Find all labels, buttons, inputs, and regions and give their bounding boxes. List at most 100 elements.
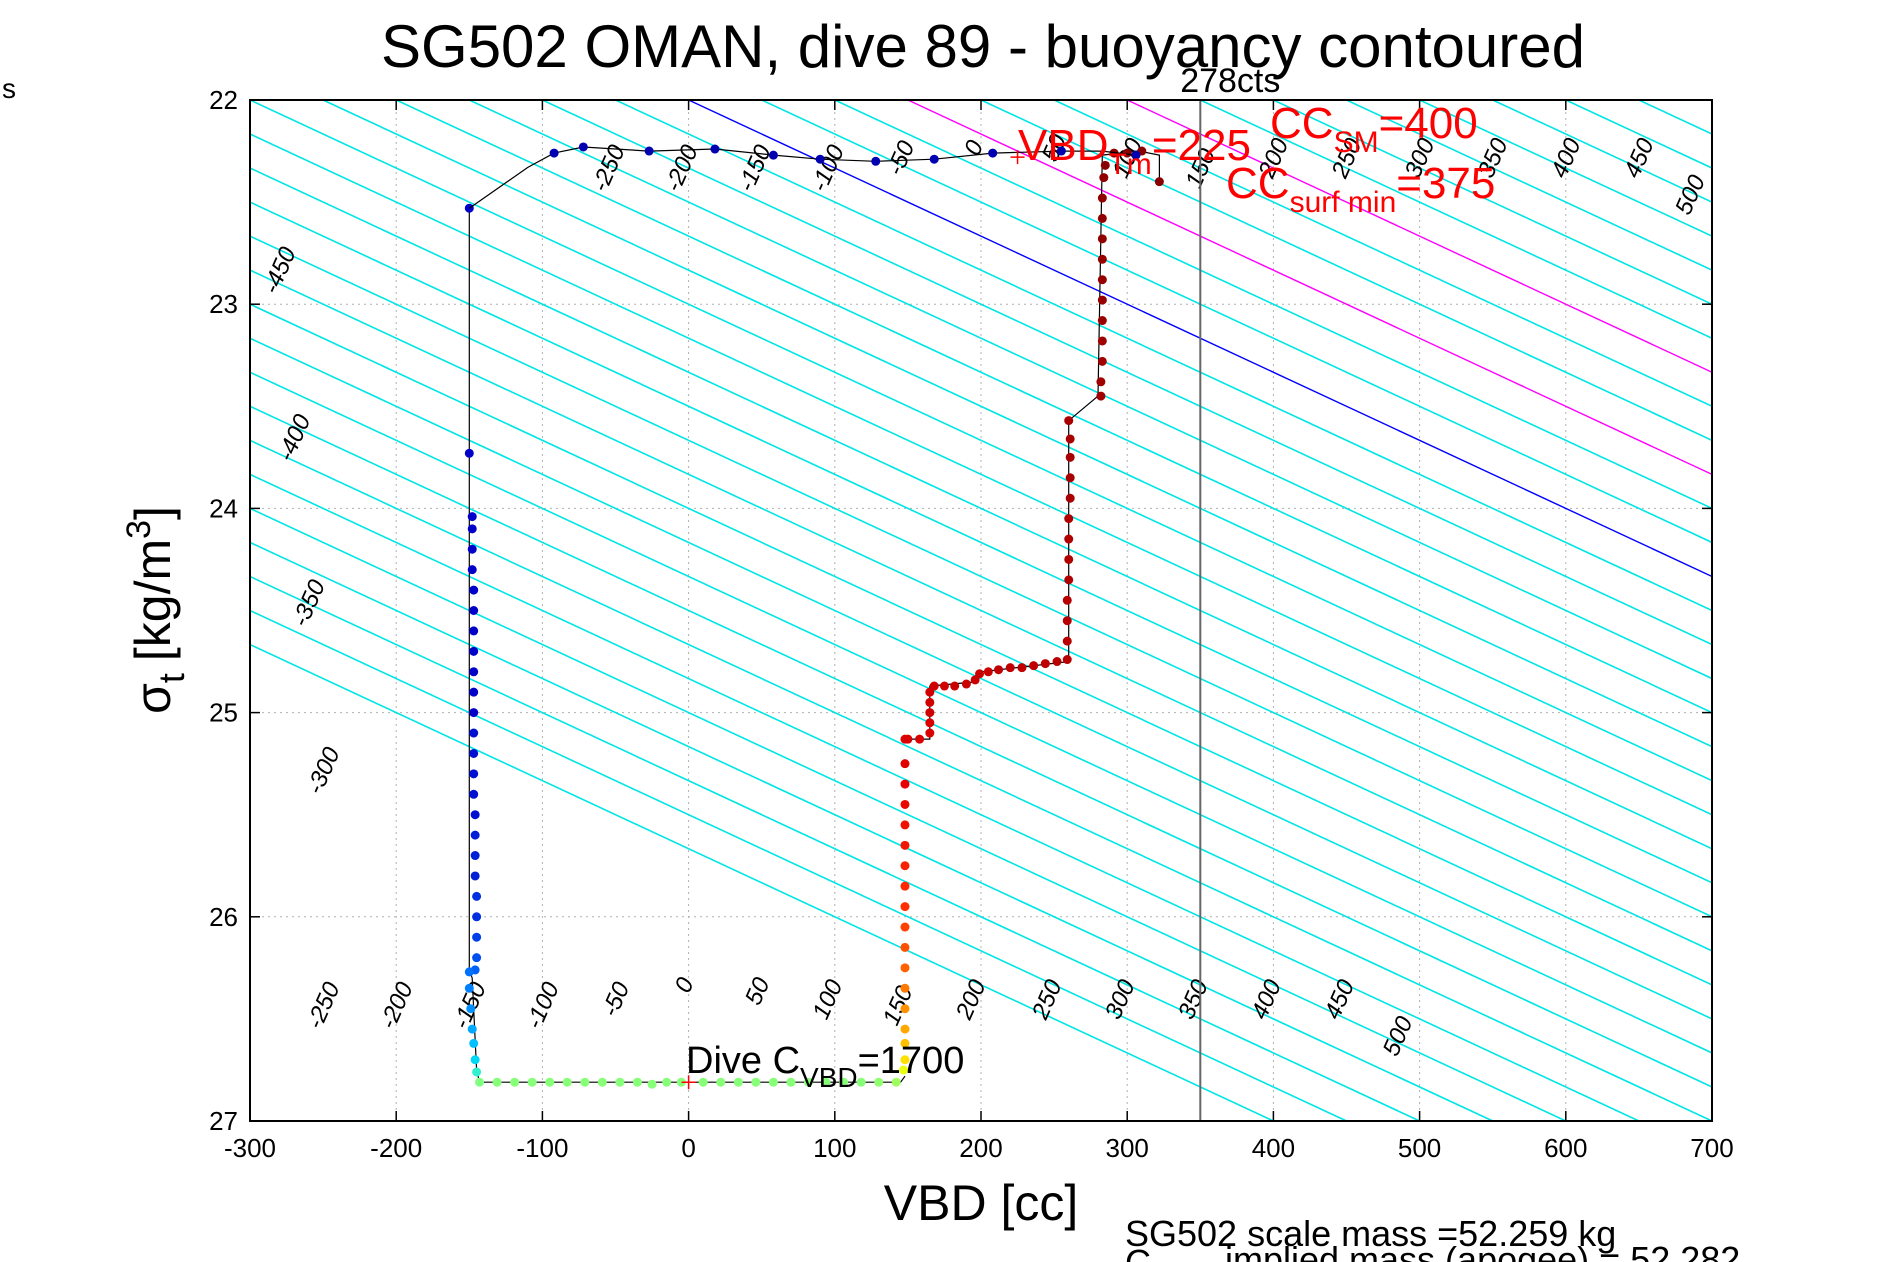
data-point-climb: [961, 679, 971, 689]
x-tick-label: -300: [224, 1133, 276, 1163]
contour-line: [1492, 100, 1712, 203]
contour-label: 0: [670, 973, 700, 997]
data-point-dive: [900, 1004, 910, 1014]
data-point-climb: [1097, 295, 1107, 305]
contour-line: [250, 303, 1712, 986]
data-point-dive: [768, 1077, 778, 1087]
data-point-climb: [1097, 356, 1107, 366]
contour-line: [250, 337, 1712, 1020]
contour-label: 350: [1173, 975, 1214, 1023]
x-tick-label: 600: [1544, 1133, 1587, 1163]
annotation-vbd-tm-main: VBD: [1018, 121, 1108, 170]
data-point-surface: [988, 148, 998, 158]
contour-line: [250, 235, 1712, 918]
y-axis-label-unit: [kg/m: [125, 539, 181, 661]
contour-line: [1273, 100, 1712, 306]
data-point-climb: [1029, 661, 1039, 671]
data-point-climb: [1097, 193, 1107, 203]
data-point-dive: [874, 1077, 884, 1087]
contour-line: [322, 100, 1712, 748]
data-point-climb: [1099, 173, 1109, 183]
contour-line: [1346, 100, 1712, 272]
annotation-cc-surf-min-sub: surf min: [1290, 186, 1397, 219]
data-point-dive: [469, 789, 479, 799]
reference-vline-label: 278cts: [1180, 62, 1280, 100]
data-point-surface: [768, 150, 778, 160]
series-group: [464, 142, 1164, 1089]
contour-label: 500: [1378, 1012, 1419, 1060]
data-point-dive: [900, 922, 910, 932]
series-line-surface: [468, 146, 1137, 209]
annotation-dive-cvbd-main: Dive C: [686, 1040, 800, 1082]
data-point-climb: [925, 718, 935, 728]
data-point-climb: [1097, 275, 1107, 285]
y-axis-label-symbol: σ: [125, 683, 181, 714]
left-edge-text: s: [2, 73, 16, 104]
contour-line-magenta: [907, 100, 1712, 476]
data-point-climb: [1062, 655, 1072, 665]
y-axis-label-sub: t: [151, 673, 192, 683]
y-tick-label: 27: [209, 1106, 238, 1136]
x-tick-label: 100: [813, 1133, 856, 1163]
data-point-climb: [1096, 377, 1106, 387]
data-point-climb: [1062, 636, 1072, 646]
data-point-dive: [900, 881, 910, 891]
contour-label: -150: [733, 140, 777, 195]
data-point-climb: [1005, 663, 1015, 673]
data-point-surface: [929, 154, 939, 164]
data-point-climb: [929, 681, 939, 691]
data-point-climb: [939, 681, 949, 691]
contour-line-zero: [688, 100, 1712, 578]
contour-label: -100: [521, 978, 565, 1033]
data-point-dive: [510, 1077, 520, 1087]
data-point-dive: [899, 1065, 909, 1075]
data-point-climb: [1052, 657, 1062, 667]
data-point-dive: [900, 779, 910, 789]
data-point-dive: [900, 861, 910, 871]
y-axis-label-end: ]: [125, 506, 181, 520]
y-tick-label: 25: [209, 698, 238, 728]
data-point-dive: [900, 963, 910, 973]
contour-label: -400: [272, 410, 316, 465]
contour-line: [1711, 100, 1712, 101]
contour-line: [250, 100, 1712, 782]
contour-line: [250, 609, 1347, 1121]
data-point-dive: [900, 1024, 910, 1034]
data-point-dive: [467, 544, 477, 554]
data-point-dive: [562, 1077, 572, 1087]
data-point-dive: [597, 1077, 607, 1087]
data-point-dive: [467, 524, 477, 534]
data-point-surface: [710, 144, 720, 154]
footer-line-3: implied mass (apogee) = 52.282: [1225, 1239, 1740, 1262]
y-tick-label: 23: [209, 289, 238, 319]
data-point-surface: [1131, 150, 1141, 160]
contour-label: 100: [807, 975, 848, 1023]
data-point-dive: [469, 748, 479, 758]
x-tick-label: 200: [959, 1133, 1002, 1163]
contour-line: [250, 371, 1712, 1054]
annotation-cc-sm-main: CC: [1270, 99, 1334, 148]
data-point-surface: [871, 156, 881, 166]
data-point-climb: [1096, 391, 1106, 401]
y-tick-labels: 22 23 24 25 26 27: [209, 85, 1712, 1136]
x-tick-label: 0: [681, 1133, 695, 1163]
data-point-dive: [470, 871, 480, 881]
data-point-dive: [900, 983, 910, 993]
data-point-climb: [1065, 473, 1075, 483]
y-axis-label-sup: 3: [120, 520, 158, 539]
annotation-cc-surf-min-main: CC: [1226, 159, 1290, 208]
contour-line: [250, 269, 1712, 952]
data-point-climb: [1065, 452, 1075, 462]
data-point-dive: [472, 912, 482, 922]
plus-marker: [681, 1075, 696, 1090]
annotation-markers: [681, 150, 1025, 1090]
data-point-climb: [1065, 493, 1075, 503]
data-point-dive: [472, 932, 482, 942]
data-point-climb: [1040, 659, 1050, 669]
data-point-dive: [470, 1055, 480, 1065]
contour-label: 200: [950, 975, 992, 1024]
x-tick-labels: -300 -200 -100 0 100 200 300 400 500 600 700: [224, 100, 1734, 1163]
data-point-climb: [1097, 213, 1107, 223]
data-point-surface: [549, 148, 559, 158]
contour-label: 450: [1319, 975, 1360, 1023]
